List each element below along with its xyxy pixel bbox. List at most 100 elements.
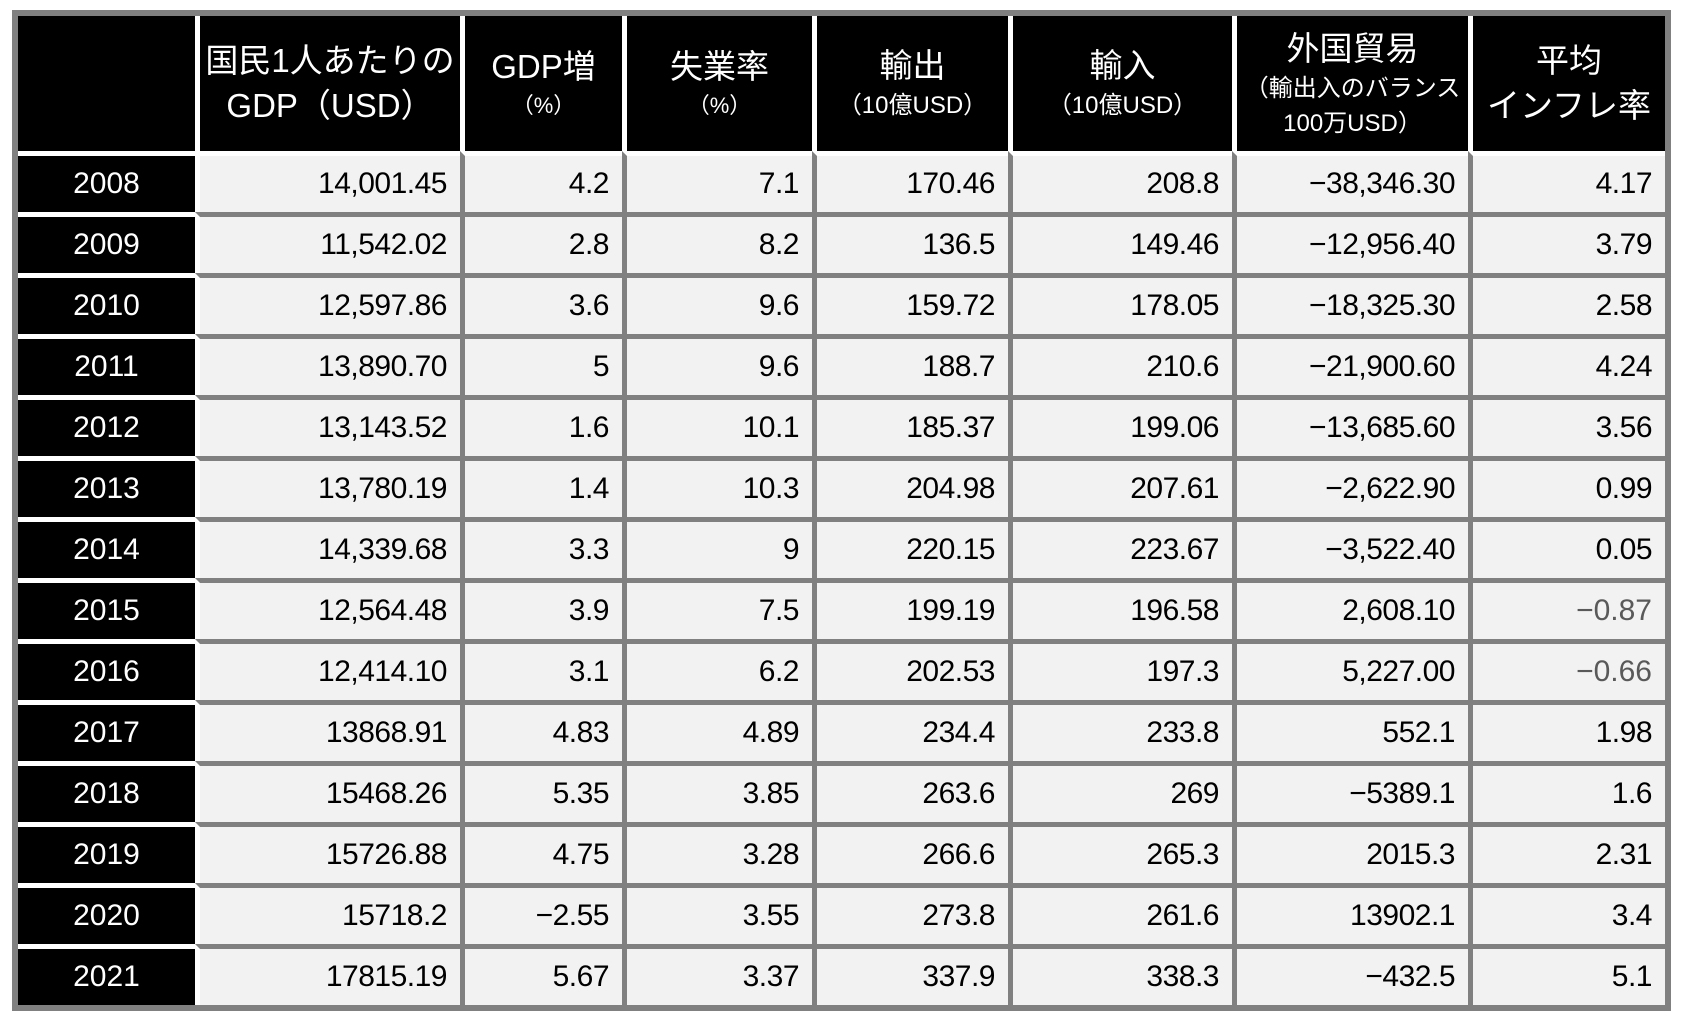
data-cell-trade_balance_mn_usd: 5,227.00 (1232, 639, 1468, 700)
data-cell-imports_bn_usd: 196.58 (1008, 578, 1232, 639)
data-cell-gdp_per_capita_usd: 11,542.02 (195, 212, 460, 273)
header-label: 輸出 (879, 47, 946, 85)
data-cell-avg_inflation_pct: −0.87 (1468, 578, 1665, 639)
data-cell-imports_bn_usd: 261.6 (1008, 883, 1232, 944)
data-cell-imports_bn_usd: 207.61 (1008, 456, 1232, 517)
year-cell: 2010 (18, 273, 195, 334)
data-cell-gdp_per_capita_usd: 14,339.68 (195, 517, 460, 578)
data-cell-avg_inflation_pct: 3.56 (1468, 395, 1665, 456)
header-label: （%） (687, 92, 752, 118)
year-cell: 2014 (18, 517, 195, 578)
data-cell-trade_balance_mn_usd: 2,608.10 (1232, 578, 1468, 639)
data-cell-exports_bn_usd: 337.9 (812, 944, 1008, 1005)
data-cell-trade_balance_mn_usd: −12,956.40 (1232, 212, 1468, 273)
data-cell-imports_bn_usd: 265.3 (1008, 822, 1232, 883)
data-cell-avg_inflation_pct: 0.99 (1468, 456, 1665, 517)
data-cell-avg_inflation_pct: 3.4 (1468, 883, 1665, 944)
data-cell-trade_balance_mn_usd: −13,685.60 (1232, 395, 1468, 456)
data-cell-gdp_growth_pct: 5.35 (460, 761, 622, 822)
year-cell: 2021 (18, 944, 195, 1005)
data-cell-gdp_per_capita_usd: 17815.19 (195, 944, 460, 1005)
header-label: 平均 (1536, 41, 1602, 79)
data-cell-gdp_growth_pct: −2.55 (460, 883, 622, 944)
data-cell-gdp_per_capita_usd: 13,890.70 (195, 334, 460, 395)
data-cell-imports_bn_usd: 197.3 (1008, 639, 1232, 700)
data-cell-unemployment_pct: 7.1 (622, 151, 812, 212)
header-label: GDP（USD） (226, 87, 434, 124)
data-cell-gdp_growth_pct: 3.1 (460, 639, 622, 700)
data-cell-gdp_per_capita_usd: 15718.2 (195, 883, 460, 944)
data-cell-gdp_per_capita_usd: 15468.26 (195, 761, 460, 822)
data-cell-exports_bn_usd: 273.8 (812, 883, 1008, 944)
data-cell-imports_bn_usd: 233.8 (1008, 700, 1232, 761)
data-cell-gdp_per_capita_usd: 12,414.10 (195, 639, 460, 700)
data-cell-unemployment_pct: 6.2 (622, 639, 812, 700)
header-label: （10億USD） (1047, 92, 1198, 120)
data-cell-exports_bn_usd: 159.72 (812, 273, 1008, 334)
year-cell: 2017 (18, 700, 195, 761)
data-cell-exports_bn_usd: 185.37 (812, 395, 1008, 456)
data-cell-imports_bn_usd: 199.06 (1008, 395, 1232, 456)
data-cell-trade_balance_mn_usd: −5389.1 (1232, 761, 1468, 822)
data-cell-gdp_growth_pct: 5.67 (460, 944, 622, 1005)
year-cell: 2009 (18, 212, 195, 273)
data-cell-avg_inflation_pct: 1.6 (1468, 761, 1665, 822)
data-cell-gdp_growth_pct: 5 (460, 334, 622, 395)
data-cell-trade_balance_mn_usd: 552.1 (1232, 700, 1468, 761)
data-cell-trade_balance_mn_usd: −3,522.40 (1232, 517, 1468, 578)
header-cell-unemployment_pct: 失業率 （%） (622, 16, 812, 151)
data-cell-exports_bn_usd: 136.5 (812, 212, 1008, 273)
economic-data-table: 国民1人あたりの GDP（USD） GDP増 （%） 失業率 （%） 輸出 （10億USD）輸… (12, 10, 1671, 1011)
year-cell: 2011 (18, 334, 195, 395)
header-label: 輸入 (1089, 47, 1156, 85)
data-cell-gdp_per_capita_usd: 13,143.52 (195, 395, 460, 456)
data-cell-gdp_per_capita_usd: 12,564.48 (195, 578, 460, 639)
data-cell-avg_inflation_pct: 0.05 (1468, 517, 1665, 578)
data-cell-gdp_growth_pct: 1.4 (460, 456, 622, 517)
data-cell-gdp_per_capita_usd: 12,597.86 (195, 273, 460, 334)
header-cell-exports_bn_usd: 輸出 （10億USD） (812, 16, 1008, 151)
year-cell: 2012 (18, 395, 195, 456)
data-cell-imports_bn_usd: 223.67 (1008, 517, 1232, 578)
year-cell: 2013 (18, 456, 195, 517)
header-cell-imports_bn_usd: 輸入 （10億USD） (1008, 16, 1232, 151)
data-cell-avg_inflation_pct: 5.1 (1468, 944, 1665, 1005)
data-cell-gdp_growth_pct: 4.83 (460, 700, 622, 761)
year-cell: 2018 (18, 761, 195, 822)
data-cell-unemployment_pct: 4.89 (622, 700, 812, 761)
data-cell-imports_bn_usd: 178.05 (1008, 273, 1232, 334)
data-cell-imports_bn_usd: 208.8 (1008, 151, 1232, 212)
header-label: 国民1人あたりの (205, 41, 455, 79)
header-label: 100万USD） (1283, 109, 1422, 137)
data-cell-trade_balance_mn_usd: −2,622.90 (1232, 456, 1468, 517)
data-cell-imports_bn_usd: 269 (1008, 761, 1232, 822)
data-cell-unemployment_pct: 3.85 (622, 761, 812, 822)
data-cell-avg_inflation_pct: 4.17 (1468, 151, 1665, 212)
data-cell-unemployment_pct: 7.5 (622, 578, 812, 639)
header-label: 失業率 (670, 48, 769, 86)
data-cell-exports_bn_usd: 266.6 (812, 822, 1008, 883)
data-cell-exports_bn_usd: 220.15 (812, 517, 1008, 578)
header-cell-avg_inflation_pct: 平均 インフレ率 (1468, 16, 1665, 151)
year-cell: 2008 (18, 151, 195, 212)
data-cell-avg_inflation_pct: −0.66 (1468, 639, 1665, 700)
data-cell-gdp_per_capita_usd: 14,001.45 (195, 151, 460, 212)
data-cell-unemployment_pct: 9 (622, 517, 812, 578)
data-cell-trade_balance_mn_usd: −38,346.30 (1232, 151, 1468, 212)
data-cell-exports_bn_usd: 199.19 (812, 578, 1008, 639)
data-cell-avg_inflation_pct: 2.58 (1468, 273, 1665, 334)
data-cell-gdp_per_capita_usd: 15726.88 (195, 822, 460, 883)
data-cell-imports_bn_usd: 210.6 (1008, 334, 1232, 395)
data-cell-exports_bn_usd: 204.98 (812, 456, 1008, 517)
data-cell-gdp_per_capita_usd: 13868.91 (195, 700, 460, 761)
data-cell-avg_inflation_pct: 1.98 (1468, 700, 1665, 761)
header-label: GDP増 (491, 48, 596, 86)
data-cell-gdp_growth_pct: 4.2 (460, 151, 622, 212)
header-cell-gdp_per_capita_usd: 国民1人あたりの GDP（USD） (195, 16, 460, 151)
data-cell-unemployment_pct: 3.55 (622, 883, 812, 944)
header-label: 外国貿易 (1286, 30, 1419, 68)
year-cell: 2020 (18, 883, 195, 944)
data-cell-unemployment_pct: 10.3 (622, 456, 812, 517)
header-cell-trade_balance_mn_usd: 外国貿易 （輸出入のバランス 100万USD） (1232, 16, 1468, 151)
